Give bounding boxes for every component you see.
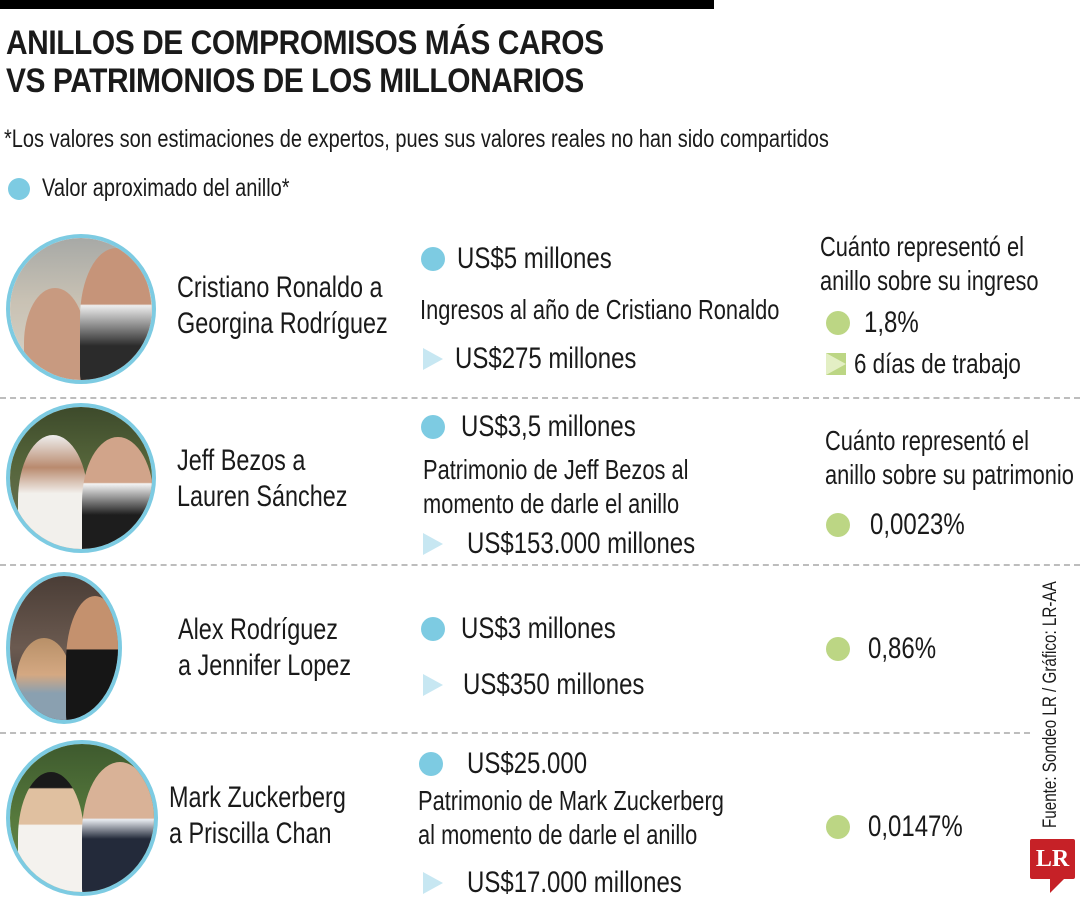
source-credit: Fuente: Sondeo LR / Gráfico: LR-AA xyxy=(1040,581,1061,828)
legend: Valor aproximado del anillo* xyxy=(8,174,351,203)
share-value: 0,0023% xyxy=(826,508,988,542)
triangle-icon xyxy=(826,353,846,375)
page-title: ANILLOS DE COMPROMISOS MÁS CAROS VS PATR… xyxy=(6,24,604,100)
triangle-icon xyxy=(423,872,443,894)
row-separator xyxy=(0,732,1030,734)
green-dot-icon xyxy=(826,311,850,335)
couple-names: Cristiano Ronaldo a Georgina Rodríguez xyxy=(177,271,388,340)
triangle-icon xyxy=(423,674,443,696)
blue-dot-icon xyxy=(421,247,445,271)
ring-value: US$3,5 millones xyxy=(421,410,679,444)
share-value: 0,86% xyxy=(826,632,953,666)
top-rule xyxy=(0,0,714,9)
row-separator xyxy=(0,397,1080,399)
couple-names: Jeff Bezos a Lauren Sánchez xyxy=(177,444,348,513)
ring-value: US$3 millones xyxy=(421,612,654,646)
blue-dot-icon xyxy=(421,415,445,439)
triangle-icon xyxy=(423,348,443,370)
blue-dot-icon xyxy=(419,752,443,776)
triangle-icon xyxy=(423,533,443,555)
wealth-label: Patrimonio de Mark Zuckerberg al momento… xyxy=(418,785,724,850)
blue-dot-icon xyxy=(8,177,30,200)
green-dot-icon xyxy=(826,815,850,839)
green-dot-icon xyxy=(826,513,850,537)
title-line-2: VS PATRIMONIOS DE LOS MILLONARIOS xyxy=(6,62,584,100)
share-label: Cuánto representó el anillo sobre su pat… xyxy=(825,425,1074,490)
blue-dot-icon xyxy=(421,617,445,641)
couple-photo-rodriguez xyxy=(6,572,122,724)
wealth-value: US$153.000 millones xyxy=(423,527,752,561)
couple-names: Mark Zuckerberg a Priscilla Chan xyxy=(169,781,346,850)
wealth-value: US$275 millones xyxy=(423,342,682,376)
green-dot-icon xyxy=(826,637,850,661)
row-separator xyxy=(0,564,1080,566)
legend-label: Valor aproximado del anillo* xyxy=(42,174,290,202)
wealth-label: Ingresos al año de Cristiano Ronaldo xyxy=(420,294,780,325)
wealth-label: Patrimonio de Jeff Bezos al momento de d… xyxy=(423,454,689,519)
work-days: 6 días de trabajo xyxy=(826,348,1063,380)
couple-photo-ronaldo xyxy=(6,234,156,384)
share-label: Cuánto representó el anillo sobre su ing… xyxy=(820,231,1039,296)
share-value: 0,0147% xyxy=(826,810,986,844)
ring-value: US$25.000 xyxy=(419,747,617,781)
couple-photo-bezos xyxy=(6,403,156,553)
ring-value: US$5 millones xyxy=(421,242,650,276)
lr-logo: LR xyxy=(1030,839,1075,893)
wealth-value: US$350 millones xyxy=(423,668,690,702)
title-line-1: ANILLOS DE COMPROMISOS MÁS CAROS xyxy=(6,24,604,62)
couple-photo-zuckerberg xyxy=(6,740,158,896)
wealth-value: US$17.000 millones xyxy=(423,866,736,900)
couple-names: Alex Rodríguez a Jennifer Lopez xyxy=(178,613,352,682)
disclaimer-note: *Los valores son estimaciones de experto… xyxy=(4,125,829,153)
share-value: 1,8% xyxy=(826,306,932,340)
